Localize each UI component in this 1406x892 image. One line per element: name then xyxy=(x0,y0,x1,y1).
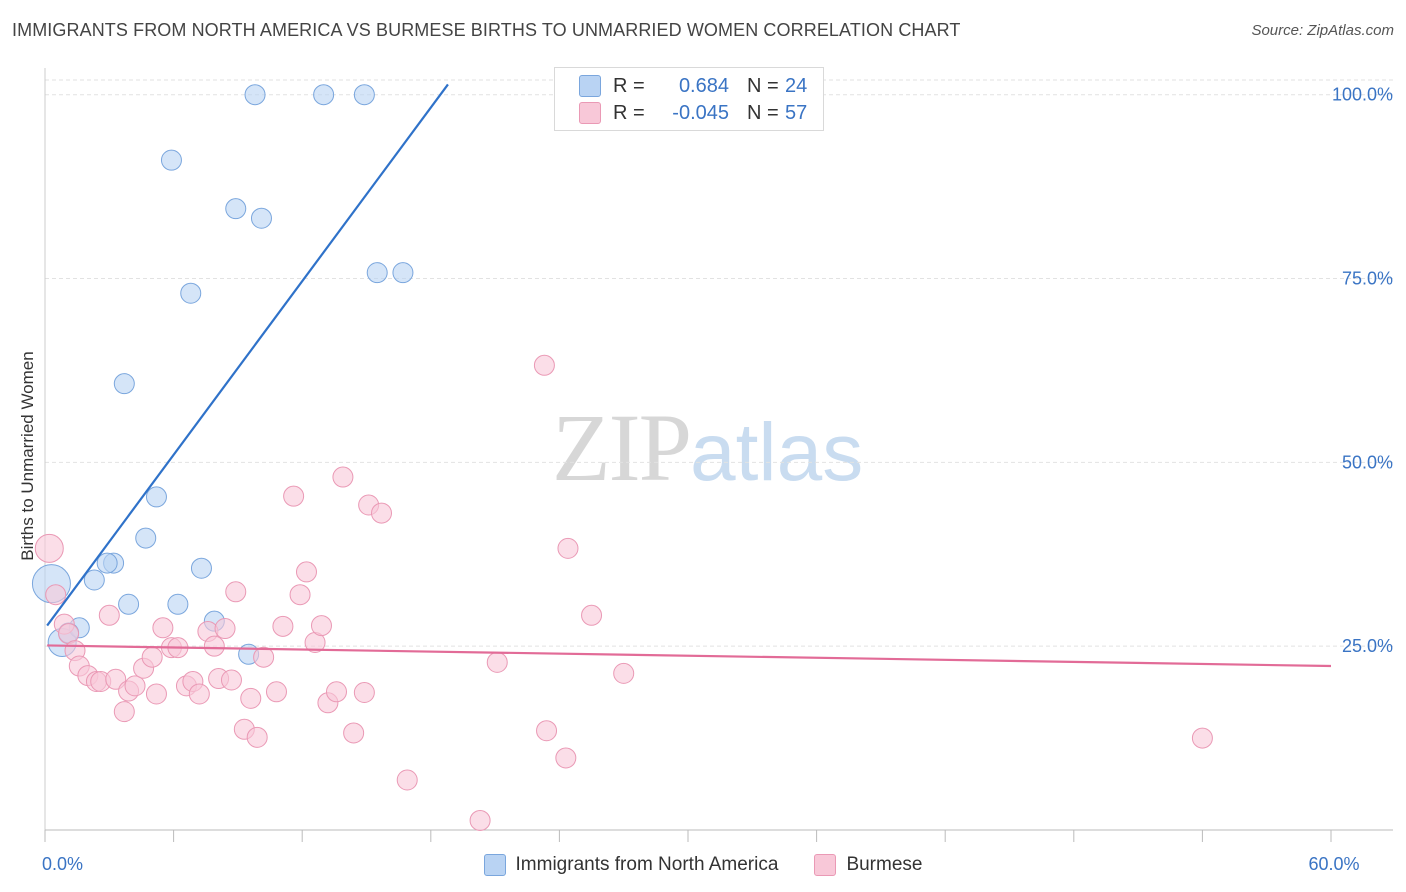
trend-line-blue xyxy=(46,83,449,627)
data-point xyxy=(265,681,287,703)
data-point xyxy=(313,84,335,106)
data-point xyxy=(214,618,236,640)
data-point xyxy=(190,557,212,579)
legend-row-pink: R = -0.045 N = 57 xyxy=(579,100,807,126)
data-point xyxy=(353,682,375,703)
watermark-zip: ZIP xyxy=(552,394,692,501)
data-point xyxy=(1191,727,1213,749)
y-tick-label: 25.0% xyxy=(1342,636,1393,656)
data-point xyxy=(113,701,135,723)
data-point xyxy=(145,683,167,705)
data-point xyxy=(141,646,163,668)
legend-row-blue: R = 0.684 N = 24 xyxy=(579,73,807,99)
data-point xyxy=(160,149,182,171)
data-point xyxy=(83,569,105,591)
data-point xyxy=(343,722,365,744)
data-point xyxy=(555,747,577,769)
data-point xyxy=(289,584,311,606)
data-point xyxy=(188,683,210,705)
legend-swatch-blue xyxy=(483,854,506,876)
data-point xyxy=(486,651,508,673)
data-point xyxy=(225,581,247,603)
data-point xyxy=(145,486,167,508)
y-axis-label: Births to Unmarried Women xyxy=(18,351,37,561)
data-point xyxy=(34,533,64,563)
data-point xyxy=(225,198,247,220)
data-point xyxy=(371,502,393,524)
data-point xyxy=(332,466,354,488)
legend-swatch-blue xyxy=(579,75,601,97)
legend-r-value-blue: 0.684 xyxy=(678,74,729,97)
series-legend: Immigrants from North America Burmese xyxy=(0,852,1406,878)
data-point xyxy=(118,593,140,615)
data-point xyxy=(613,662,635,684)
data-point xyxy=(353,84,375,106)
data-point xyxy=(366,262,388,284)
data-point xyxy=(244,84,266,106)
data-point xyxy=(220,669,242,691)
legend-item-pink[interactable]: Burmese xyxy=(814,854,922,876)
legend-item-blue[interactable]: Immigrants from North America xyxy=(483,854,779,876)
y-tick-label: 50.0% xyxy=(1342,452,1393,472)
legend-n-key: N = xyxy=(747,101,779,124)
data-point xyxy=(392,262,414,284)
data-point xyxy=(283,485,305,507)
data-point xyxy=(310,615,332,637)
data-point xyxy=(96,552,118,574)
data-point xyxy=(240,687,262,709)
data-point xyxy=(253,646,275,668)
watermark-atlas: atlas xyxy=(690,407,864,498)
x-tick-label: 60.0% xyxy=(1308,854,1359,874)
legend-r-key: R = xyxy=(613,74,645,97)
watermark: ZIPatlas xyxy=(552,400,863,496)
data-point xyxy=(557,537,579,559)
data-point xyxy=(124,675,146,697)
chart-title: IMMIGRANTS FROM NORTH AMERICA VS BURMESE… xyxy=(12,20,961,40)
x-tick-label: 0.0% xyxy=(42,854,83,874)
legend-n-key: N = xyxy=(747,74,779,97)
data-point xyxy=(250,207,272,229)
series-blue xyxy=(31,84,414,665)
series-pink xyxy=(34,354,1213,831)
data-point xyxy=(98,604,120,626)
legend-label-blue: Immigrants from North America xyxy=(515,854,779,875)
source-credit: Source: ZipAtlas.com xyxy=(1251,22,1394,39)
data-point xyxy=(167,593,189,615)
data-point xyxy=(135,527,157,549)
data-point xyxy=(152,617,174,639)
data-point xyxy=(581,604,603,626)
data-point xyxy=(246,726,268,748)
correlation-legend: R = 0.684 N = 24 R = -0.045 N = 57 xyxy=(554,67,824,131)
data-point xyxy=(469,809,491,831)
legend-r-value-pink: -0.045 xyxy=(672,101,729,124)
y-tick-label: 100.0% xyxy=(1332,85,1393,105)
legend-swatch-pink xyxy=(814,854,837,876)
y-tick-label: 75.0% xyxy=(1342,269,1393,289)
legend-n-value-blue: 24 xyxy=(785,74,808,97)
data-point xyxy=(272,615,294,637)
data-point xyxy=(533,354,555,376)
legend-r-key: R = xyxy=(613,101,645,124)
legend-swatch-pink xyxy=(579,102,601,124)
data-point xyxy=(536,720,558,742)
data-point xyxy=(203,635,225,657)
legend-label-pink: Burmese xyxy=(846,854,923,875)
data-point xyxy=(396,769,418,791)
trend-line-pink xyxy=(47,644,1332,668)
data-point xyxy=(325,681,347,703)
legend-n-value-pink: 57 xyxy=(785,101,808,124)
data-point xyxy=(113,373,135,395)
data-point xyxy=(180,282,202,304)
data-point xyxy=(295,561,317,583)
data-point xyxy=(45,584,67,606)
